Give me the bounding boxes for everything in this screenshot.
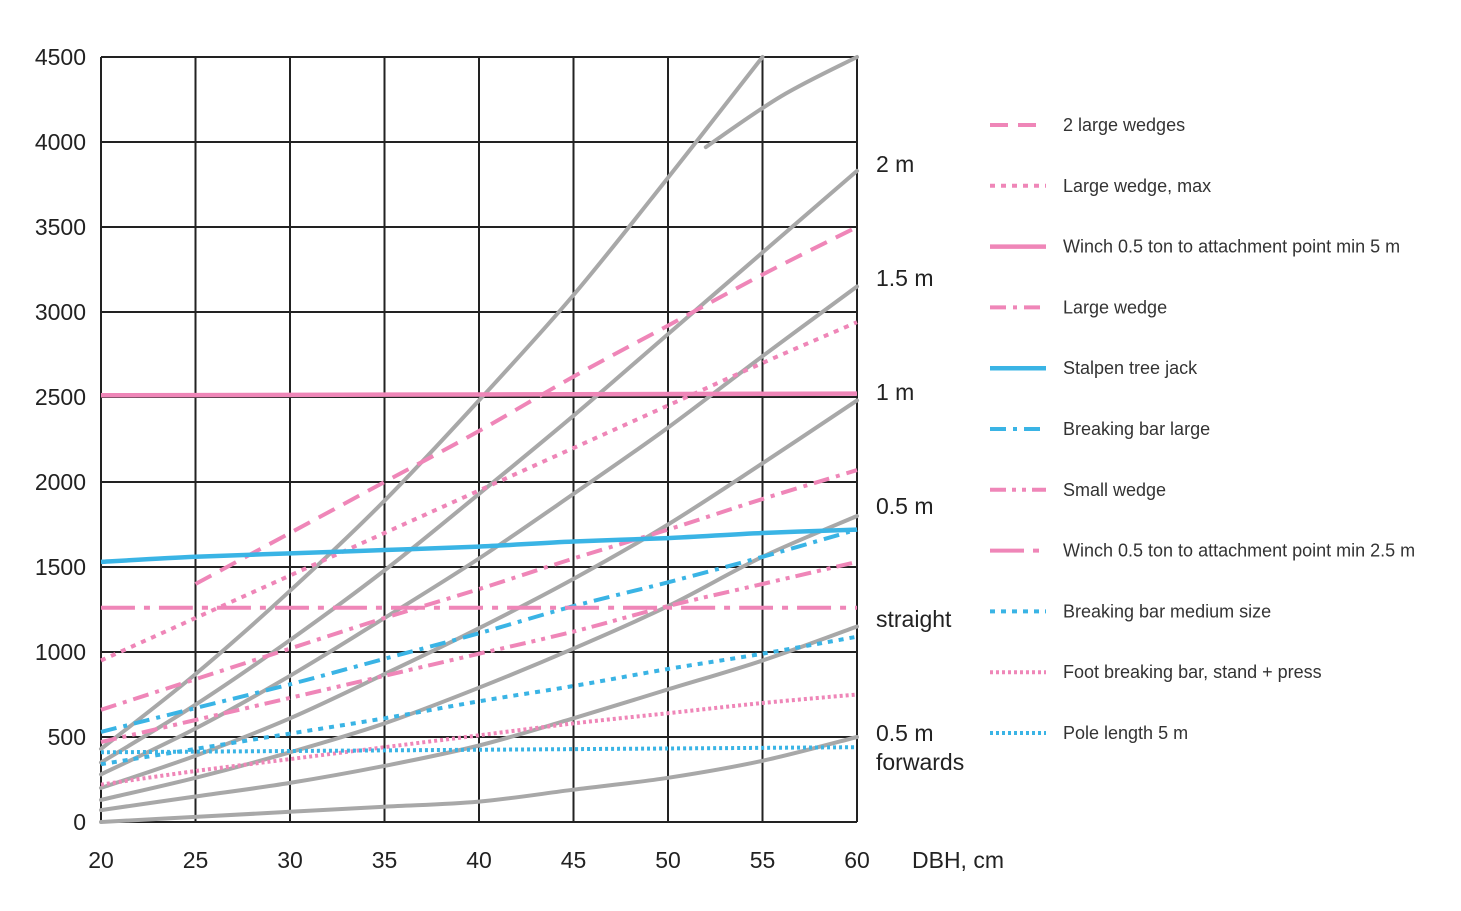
- legend: 2 large wedges Large wedge, max Winch 0.5 …: [990, 115, 1415, 743]
- legend-label-5: Breaking bar large: [1063, 419, 1210, 439]
- legend-label-8: Breaking bar medium size: [1063, 601, 1271, 621]
- x-tick-label: 55: [750, 847, 776, 873]
- data-series: [100, 225, 858, 787]
- curve-label-5: 0.5 m forwards: [876, 720, 964, 775]
- curve-label-3: 0.5 m: [876, 493, 934, 519]
- series-line-9: [100, 692, 858, 787]
- x-tick-label: 45: [561, 847, 587, 873]
- series-line-5: [100, 527, 858, 734]
- series-line-0: [194, 225, 858, 586]
- reference-curve-2: [99, 514, 859, 802]
- y-tick-label: 4500: [35, 44, 86, 70]
- legend-label-4: Stalpen tree jack: [1063, 358, 1198, 378]
- y-tick-label: 2500: [35, 384, 86, 410]
- grid-lines: [100, 56, 858, 823]
- legend-label-10: Pole length 5 m: [1063, 723, 1188, 743]
- legend-label-6: Small wedge: [1063, 480, 1166, 500]
- legend-label-1: Large wedge, max: [1063, 176, 1211, 196]
- y-tick-label: 0: [73, 809, 86, 835]
- curve-label-4: straight: [876, 606, 952, 632]
- legend-label-0: 2 large wedges: [1063, 115, 1185, 135]
- y-tick-label: 3000: [35, 299, 86, 325]
- x-tick-label: 60: [844, 847, 870, 873]
- series-line-2: [100, 391, 858, 398]
- series-line-6: [100, 559, 858, 745]
- legend-label-7: Winch 0.5 ton to attachment point min 2.…: [1063, 541, 1415, 561]
- legend-label-2: Winch 0.5 ton to attachment point min 5 …: [1063, 237, 1400, 257]
- x-tick-label: 20: [88, 847, 114, 873]
- curve-label-0: 2 m: [876, 151, 914, 177]
- series-line-4: [100, 527, 858, 565]
- x-tick-label: 30: [277, 847, 303, 873]
- y-tick-label: 3500: [35, 214, 86, 240]
- reference-curve-6: [99, 55, 765, 751]
- y-tick-label: 4000: [35, 129, 86, 155]
- series-line-8: [100, 634, 858, 767]
- reference-curve-1: [99, 624, 859, 813]
- x-tick-label: 50: [655, 847, 681, 873]
- y-tick-label: 500: [48, 724, 86, 750]
- curve-label-2: 1 m: [876, 379, 914, 405]
- legend-label-9: Foot breaking bar, stand + press: [1063, 662, 1322, 682]
- y-tick-label: 2000: [35, 469, 86, 495]
- y-tick-label: 1500: [35, 554, 86, 580]
- y-tick-label: 1000: [35, 639, 86, 665]
- reference-curve-0: [99, 735, 859, 824]
- x-tick-label: 25: [183, 847, 209, 873]
- x-axis-title: DBH, cm: [912, 847, 1004, 873]
- x-tick-label: 40: [466, 847, 492, 873]
- series-line-10: [100, 745, 858, 755]
- series-line-1: [100, 320, 858, 663]
- reference-curve-7: [703, 55, 859, 150]
- curve-labels: 2 m 1.5 m 1 m 0.5 m straight 0.5 m forwards: [876, 151, 964, 775]
- x-tick-label: 35: [372, 847, 398, 873]
- curve-label-1: 1.5 m: [876, 265, 934, 291]
- axis-labels: 0 500 1000 1500 2000 2500 3000 3500 4000 4500 20 25…: [35, 44, 1004, 873]
- legend-label-3: Large wedge: [1063, 297, 1167, 317]
